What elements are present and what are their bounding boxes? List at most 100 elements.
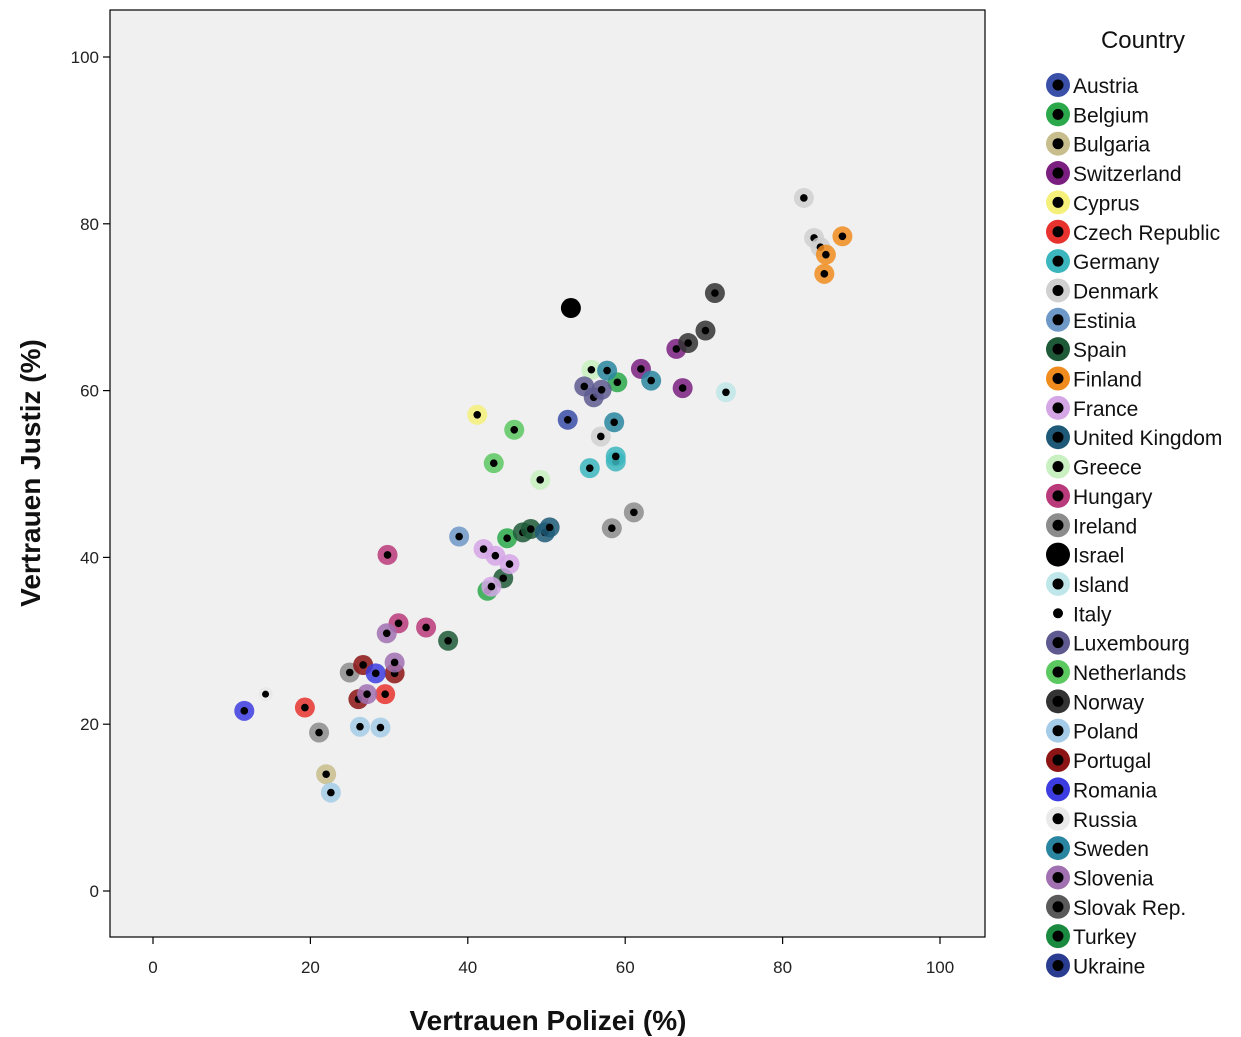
legend-marker (1046, 190, 1070, 215)
data-point (481, 576, 502, 597)
legend-marker (1046, 865, 1070, 890)
legend-marker (1046, 924, 1070, 949)
legend-label: Portugal (1073, 750, 1151, 773)
legend-marker (1046, 366, 1070, 391)
data-point (591, 379, 612, 400)
data-point (376, 623, 397, 644)
legend-item: Ukraine (1046, 953, 1145, 979)
legend-item: Switzerland (1046, 161, 1182, 186)
data-point (597, 360, 618, 381)
x-tick-label: 20 (301, 958, 320, 977)
legend-marker (1046, 454, 1070, 479)
legend-item: France (1046, 395, 1138, 421)
y-axis-title: Vertrauen Justiz (%) (15, 339, 46, 607)
legend-label: Czech Republic (1073, 222, 1220, 245)
data-point (793, 187, 814, 208)
legend-item: Turkey (1046, 924, 1137, 949)
legend-label: Norway (1073, 691, 1145, 714)
data-point (365, 663, 386, 684)
data-point (320, 782, 341, 803)
legend-marker (1046, 425, 1070, 450)
legend-item: Italy (1053, 603, 1112, 626)
legend-marker (1046, 571, 1070, 596)
data-point (641, 370, 662, 391)
data-point (375, 684, 396, 705)
legend-item: Belgium (1046, 102, 1149, 127)
data-point (604, 412, 625, 433)
legend-marker (1053, 608, 1063, 619)
data-point (294, 697, 315, 718)
data-point (485, 545, 506, 566)
legend-marker (1046, 483, 1070, 508)
legend-label: Sweden (1073, 838, 1149, 861)
legend-marker (1046, 660, 1070, 684)
legend-marker (1046, 806, 1070, 831)
x-tick-label: 100 (926, 958, 954, 977)
legend-item: Spain (1046, 337, 1127, 362)
legend-label: Switzerland (1073, 163, 1182, 186)
y-tick-label: 60 (80, 382, 99, 401)
legend-marker (1046, 337, 1070, 362)
data-point (672, 378, 693, 399)
data-point (832, 226, 853, 247)
legend-item: Greece (1046, 454, 1142, 480)
legend-marker (1046, 689, 1070, 714)
legend-label: United Kingdom (1073, 427, 1222, 450)
data-point (497, 528, 518, 549)
legend-label: Netherlands (1073, 662, 1186, 685)
legend-label: Slovenia (1073, 867, 1154, 890)
legend-label: Russia (1073, 809, 1138, 832)
data-point (377, 544, 398, 565)
legend-marker (1046, 542, 1070, 567)
legend-item: Poland (1046, 718, 1138, 744)
legend-marker (1046, 131, 1070, 156)
data-point (438, 630, 459, 651)
legend-label: Romania (1073, 779, 1157, 802)
data-points (234, 187, 853, 803)
legend-marker (1046, 777, 1070, 802)
data-point (579, 458, 600, 479)
legend-label: Island (1073, 574, 1129, 597)
data-point (483, 453, 504, 474)
legend-item: Estinia (1046, 307, 1136, 333)
y-tick-label: 40 (80, 548, 99, 567)
data-point (539, 517, 560, 538)
legend-marker (1046, 748, 1070, 773)
legend-item: Island (1046, 571, 1129, 597)
data-point (370, 717, 391, 738)
legend-item: Denmark (1046, 278, 1159, 303)
legend-item: Ireland (1046, 513, 1137, 538)
legend-marker (1046, 395, 1070, 420)
data-point (316, 764, 337, 785)
legend-item: Hungary (1046, 483, 1153, 509)
data-point (704, 283, 725, 304)
legend-item: Bulgaria (1046, 131, 1150, 157)
legend-item: Slovenia (1046, 865, 1154, 890)
y-tick-label: 0 (90, 882, 99, 901)
legend-items: Austria Belgium Bulgaria Switzerland Cyprus C… (1046, 73, 1222, 979)
legend-label: Cyprus (1073, 192, 1140, 215)
legend-marker (1046, 102, 1070, 127)
data-point (678, 333, 699, 354)
data-point (449, 526, 470, 547)
data-point (504, 419, 525, 440)
legend-label: Turkey (1073, 926, 1137, 949)
legend-label: Germany (1073, 251, 1160, 274)
legend-item: Austria (1046, 73, 1139, 98)
y-tick-label: 100 (71, 48, 99, 67)
legend-marker (1046, 513, 1070, 538)
legend-label: Hungary (1073, 486, 1153, 509)
y-tick-label: 80 (80, 215, 99, 234)
data-point (557, 409, 578, 430)
legend-label: Bulgaria (1073, 134, 1150, 157)
data-point (560, 298, 581, 319)
legend-label: Spain (1073, 339, 1127, 362)
data-point (349, 716, 370, 737)
data-point (467, 404, 488, 425)
legend-marker (1046, 73, 1070, 97)
legend-item: Romania (1046, 777, 1157, 802)
legend-label: Austria (1073, 75, 1139, 98)
legend-label: Israel (1073, 545, 1124, 568)
data-point (309, 722, 330, 743)
